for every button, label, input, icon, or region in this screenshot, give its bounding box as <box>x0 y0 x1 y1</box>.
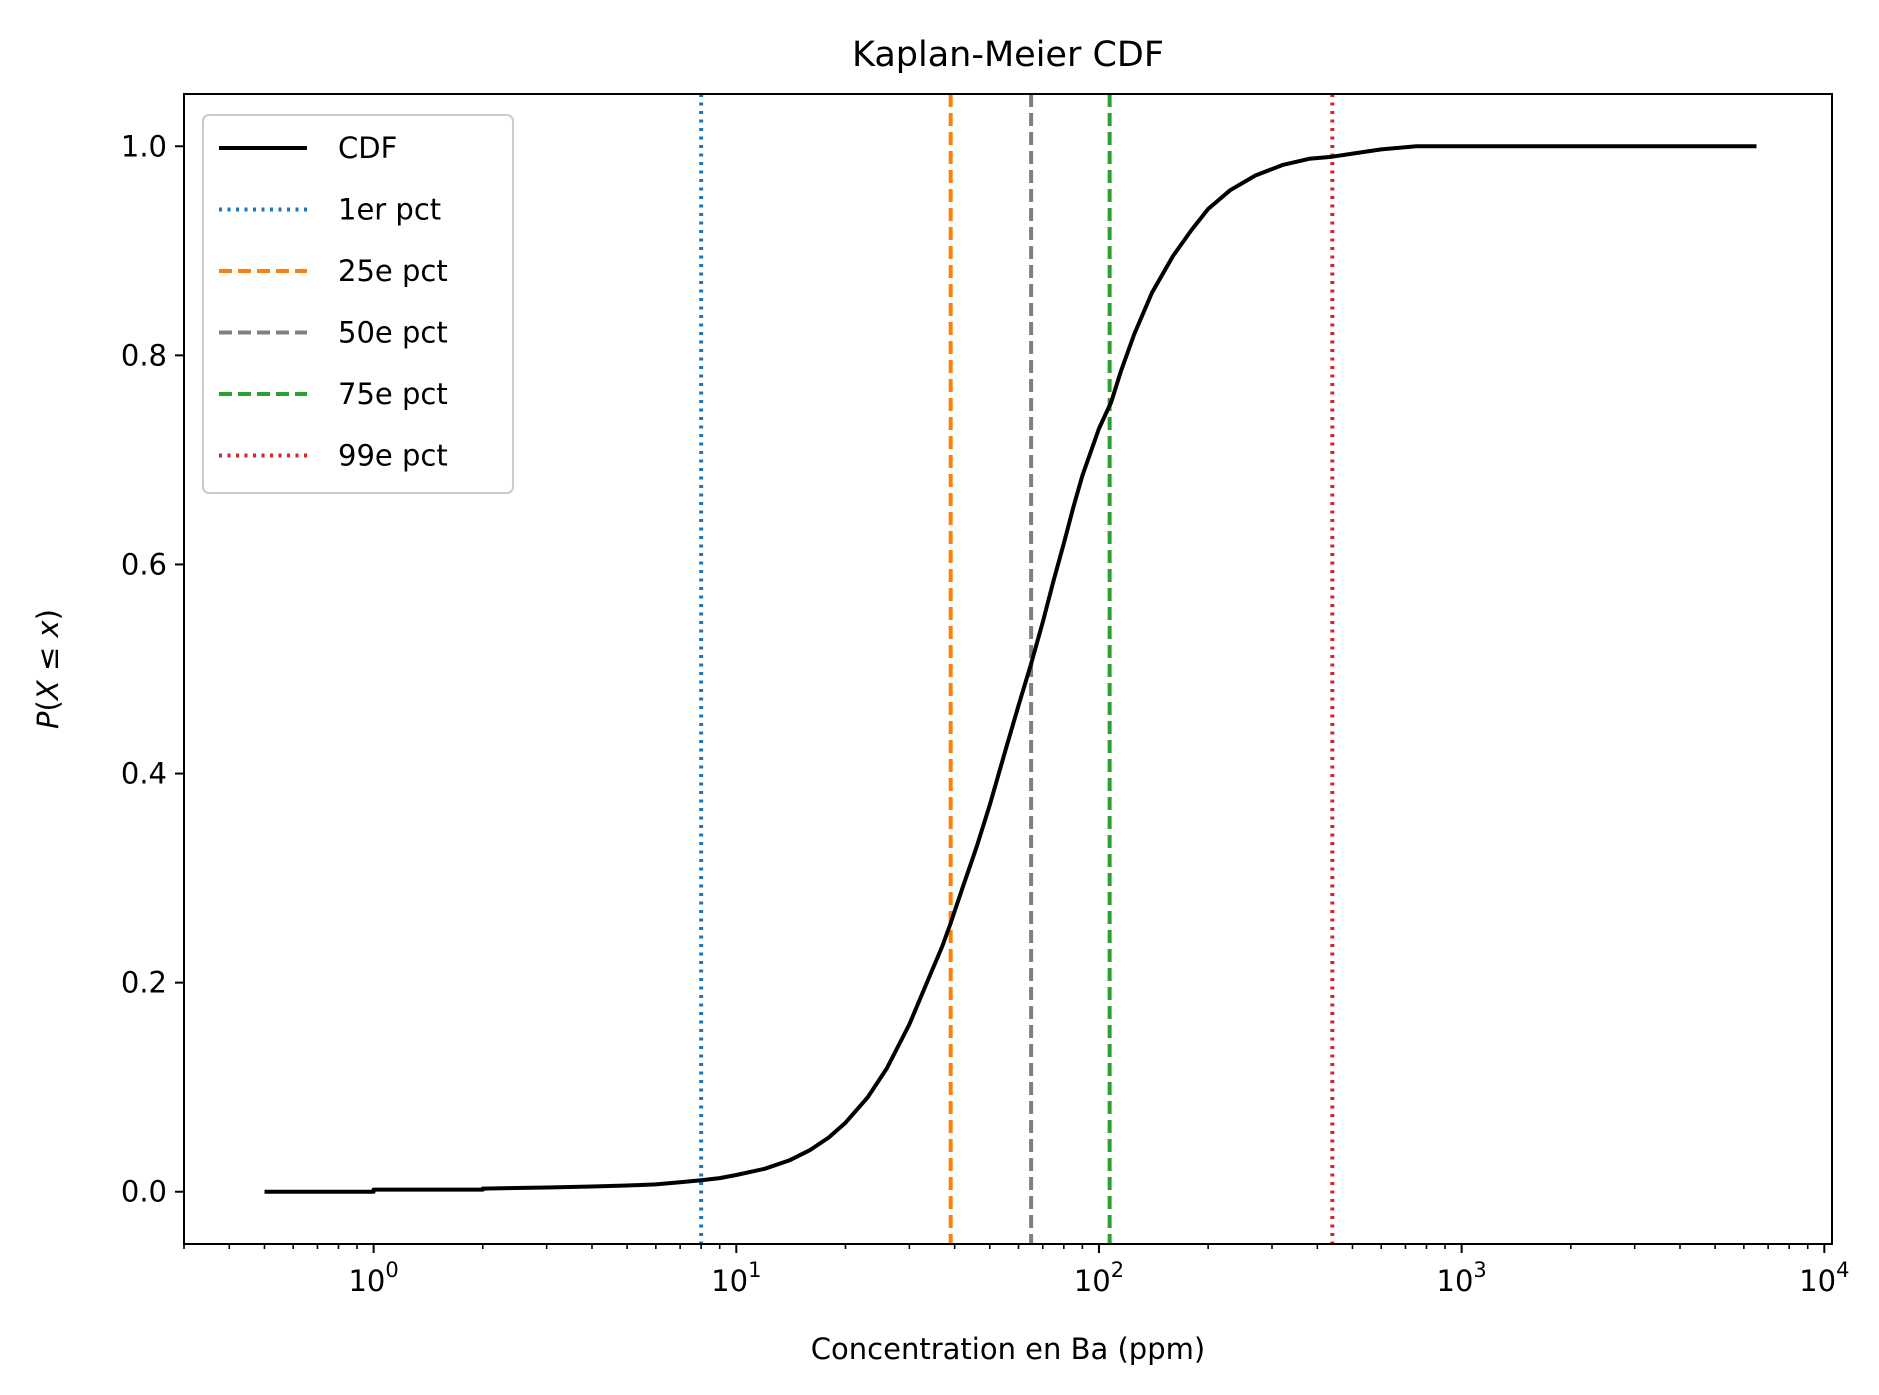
y-label-p: P <box>31 711 65 729</box>
y-tick-label-3: 0.6 <box>121 547 167 581</box>
y-label-x: x <box>31 620 65 639</box>
legend-label-0: CDF <box>338 131 397 165</box>
x-axis: 100 101 102 103 104 <box>183 1244 1849 1298</box>
y-label-close: ) <box>31 609 65 620</box>
y-axis-label: P(X ≤ x) <box>31 609 65 729</box>
legend-box <box>202 114 514 494</box>
legend-label-4: 75e pct <box>338 377 448 411</box>
cdf-series <box>264 144 1757 1194</box>
legend-label-1: 1er pct <box>338 193 441 227</box>
legend-label-3: 50e pct <box>338 316 448 350</box>
x-tick-label-4: 104 <box>1799 1258 1849 1298</box>
y-tick-label-5: 1.0 <box>121 129 167 163</box>
y-tick-label-1: 0.2 <box>121 966 167 1000</box>
y-label-le: ≤ <box>31 638 65 681</box>
y-label-X: X <box>31 679 65 702</box>
y-axis: 0.0 0.2 0.4 0.6 0.8 1.0 <box>121 129 184 1209</box>
series-line-0 <box>264 144 1757 1194</box>
y-tick-label-0: 0.0 <box>121 1175 167 1209</box>
legend-label-5: 99e pct <box>338 439 448 473</box>
legend: CDF 1er pct 25e pct 50e pct 75e pct 99e pct <box>202 114 514 494</box>
x-axis-label: Concentration en Ba (ppm) <box>811 1332 1205 1366</box>
x-tick-label-1: 101 <box>711 1258 761 1298</box>
x-tick-label-0: 100 <box>348 1258 398 1298</box>
plot-area-frame <box>183 93 1833 1245</box>
y-tick-label-2: 0.4 <box>121 757 167 791</box>
y-label-open: ( <box>31 700 65 711</box>
x-tick-label-2: 102 <box>1074 1258 1124 1298</box>
legend-label-2: 25e pct <box>338 254 448 288</box>
y-tick-label-4: 0.8 <box>121 338 167 372</box>
chart-title: Kaplan-Meier CDF <box>852 35 1164 75</box>
x-tick-label-3: 103 <box>1437 1258 1487 1298</box>
